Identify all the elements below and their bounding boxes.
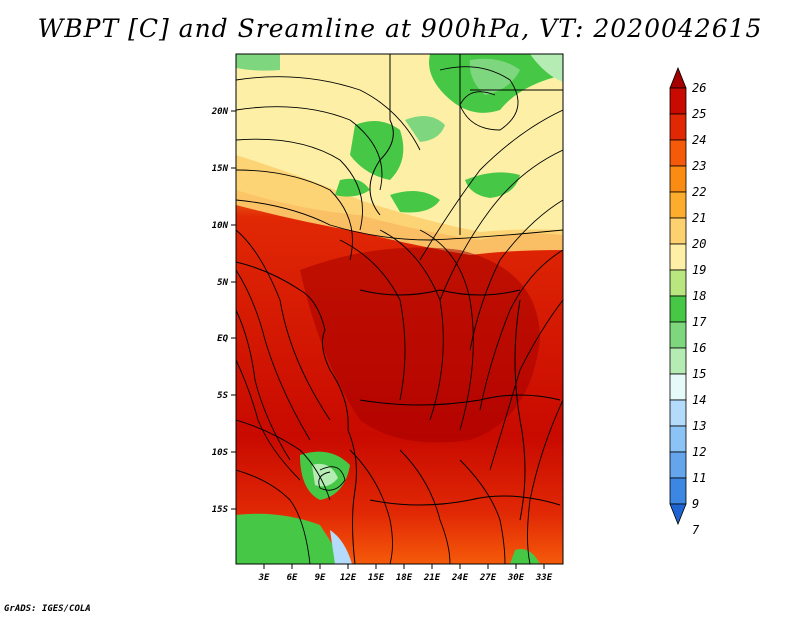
lat-label: 10S: [212, 448, 229, 458]
colorbar-label: 24: [692, 133, 706, 147]
lat-label: 10N: [212, 221, 229, 231]
colorbar-label: 22: [692, 185, 706, 199]
lon-axis: 3E 6E 9E 12E 15E 18E 21E 24E 27E 30E 33E: [258, 564, 553, 583]
colorbar-label: 19: [692, 263, 706, 277]
colorbar: 26 25 24 23 22 21 20 19 18 17 16 15 14 13 12 11 9 7: [669, 66, 707, 537]
lat-label: EQ: [217, 334, 228, 344]
colorbar-segment: [669, 347, 687, 375]
coastlines-borders: [236, 54, 563, 564]
colorbar-label: 12: [692, 445, 706, 459]
lat-label: 15N: [212, 164, 229, 174]
colorbar-segment: [669, 113, 687, 141]
colorbar-label: 20: [692, 237, 706, 251]
colorbar-label: 15: [692, 367, 706, 381]
colorbar-label: 11: [692, 471, 706, 485]
lat-axis: 20N 15N 10N 5N EQ 5S 10S 15S: [211, 107, 236, 515]
lon-label: 33E: [535, 573, 553, 583]
colorbar-segment: [669, 451, 687, 479]
colorbar-segment: [669, 399, 687, 427]
colorbar-label: 26: [692, 81, 706, 95]
colorbar-segment: [669, 425, 687, 453]
colorbar-label: 21: [692, 211, 706, 225]
colorbar-label: 23: [692, 159, 706, 173]
colorbar-label: 17: [692, 315, 707, 329]
lon-label: 30E: [507, 573, 525, 583]
lon-label: 9E: [315, 573, 326, 583]
colorbar-segment: [669, 373, 687, 401]
lon-label: 6E: [287, 573, 298, 583]
lon-label: 21E: [423, 573, 441, 583]
lat-label: 5S: [217, 391, 228, 401]
lat-label: 15S: [212, 505, 229, 515]
colorbar-bottom-arrow: [669, 503, 687, 526]
colorbar-segment: [669, 321, 687, 349]
colorbar-segment: [669, 269, 687, 297]
lat-label: 5N: [217, 278, 228, 288]
colorbar-label: 18: [692, 289, 706, 303]
lon-label: 27E: [479, 573, 497, 583]
streamlines: [236, 66, 563, 564]
colorbar-segment: [669, 139, 687, 167]
lon-label: 24E: [451, 573, 469, 583]
colorbar-segment: [669, 477, 687, 505]
colorbar-label: 25: [692, 107, 706, 121]
chart-title: WBPT [C] and Sreamline at 900hPa, VT: 20…: [37, 14, 763, 43]
colorbar-label: 9: [692, 497, 699, 511]
lon-label: 18E: [396, 573, 413, 583]
colorbar-segment: [669, 87, 687, 115]
lon-label: 3E: [258, 573, 270, 583]
lon-label: 12E: [340, 573, 357, 583]
colorbar-top-arrow: [669, 66, 687, 89]
map-field: [236, 54, 563, 564]
colorbar-label: 14: [692, 393, 706, 407]
colorbar-label: 13: [692, 419, 706, 433]
colorbar-segment: [669, 165, 687, 193]
colorbar-segment: [669, 295, 687, 323]
colorbar-segment: [669, 217, 687, 245]
colorbar-segment: [669, 191, 687, 219]
colorbar-label: 16: [692, 341, 706, 355]
map-frame: [235, 53, 564, 565]
colorbar-label: 7: [692, 523, 700, 537]
colorbar-segment: [669, 243, 687, 271]
lat-label: 20N: [211, 107, 229, 117]
footer-credit: GrADS: IGES/COLA: [4, 604, 91, 614]
lon-label: 15E: [368, 573, 385, 583]
